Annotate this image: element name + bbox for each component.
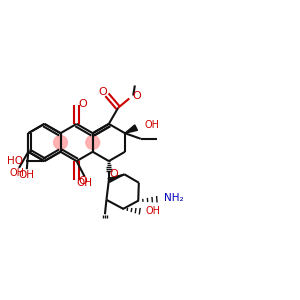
Text: O: O (98, 87, 107, 97)
Circle shape (54, 136, 68, 149)
Text: O: O (132, 92, 141, 101)
Polygon shape (125, 125, 137, 133)
Polygon shape (108, 174, 124, 182)
Text: O: O (78, 99, 87, 110)
Text: O: O (78, 176, 87, 186)
Text: OH: OH (19, 170, 35, 180)
Text: O: O (110, 169, 118, 179)
Text: OH: OH (146, 206, 161, 216)
Circle shape (86, 136, 100, 149)
Text: HO: HO (8, 156, 23, 166)
Text: OH: OH (10, 168, 25, 178)
Text: OH: OH (145, 120, 160, 130)
Text: NH₂: NH₂ (164, 193, 184, 203)
Text: OH: OH (77, 178, 93, 188)
